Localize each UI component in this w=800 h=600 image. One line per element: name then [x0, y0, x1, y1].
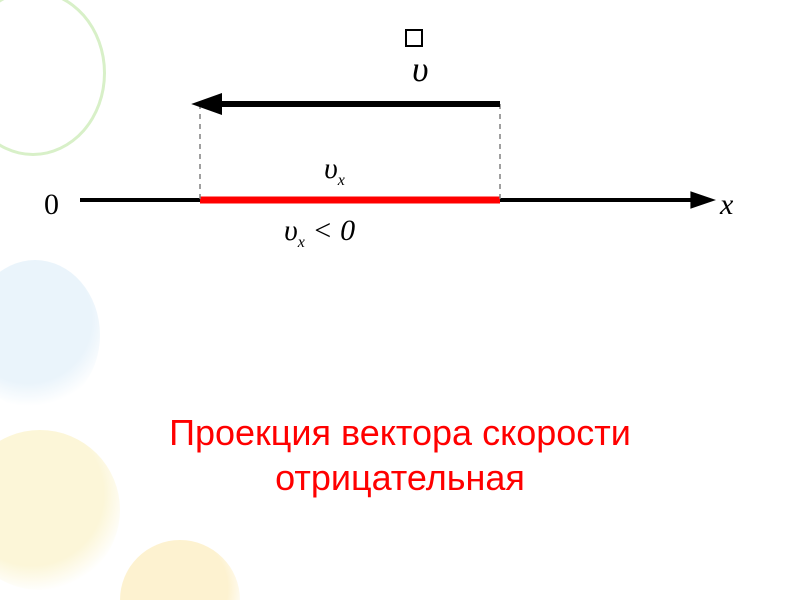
velocity-vector-arrowhead-icon: [191, 93, 222, 115]
vector-projection-diagram: [0, 0, 800, 360]
upsilon-x-base: υ: [324, 152, 338, 185]
decor-glow-mid: [120, 540, 240, 600]
upsilon-x-neg-base: υ: [284, 214, 298, 247]
canvas: 0 x υ υx υx < 0 Проекция вектора скорост…: [0, 0, 800, 600]
upsilon-x-neg-tail: < 0: [305, 214, 355, 247]
upsilon-x-sub: x: [338, 172, 345, 189]
x-axis-label: x: [720, 188, 733, 222]
origin-label: 0: [44, 188, 59, 222]
upsilon-x-neg-sub: x: [298, 234, 305, 251]
caption-line-1: Проекция вектора скорости: [169, 412, 631, 453]
slide-caption: Проекция вектора скорости отрицательная: [0, 410, 800, 500]
upsilon-x-negative-label: υx < 0: [284, 214, 355, 252]
caption-line-2: отрицательная: [275, 457, 525, 498]
upsilon-box-icon: [406, 30, 422, 46]
upsilon-x-label: υx: [324, 152, 345, 190]
x-axis-arrowhead-icon: [690, 191, 716, 209]
upsilon-vector-label: υ: [412, 48, 429, 90]
